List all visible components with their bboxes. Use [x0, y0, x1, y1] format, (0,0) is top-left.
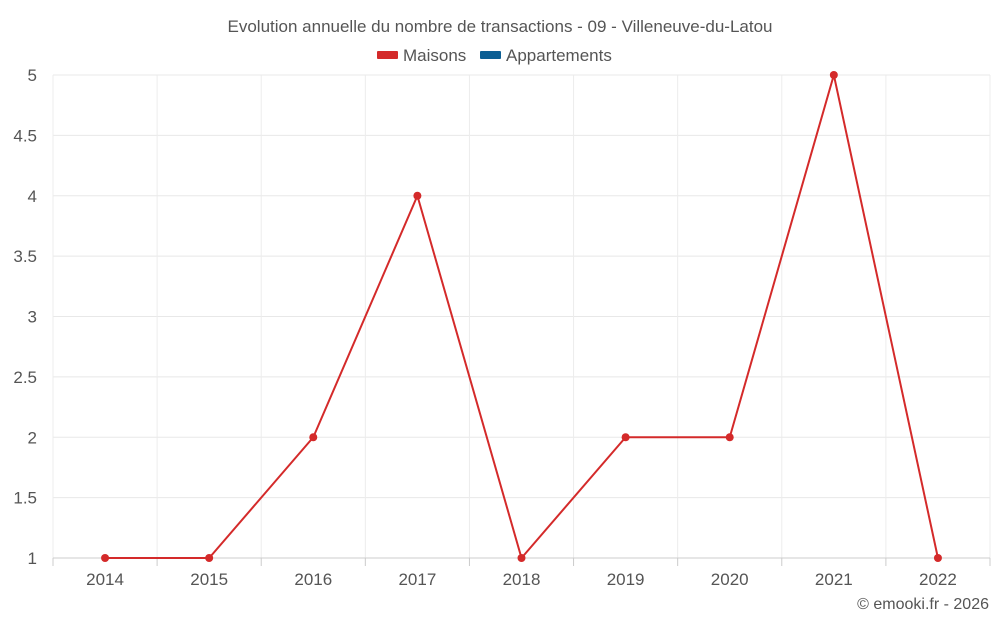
series	[101, 71, 942, 562]
y-tick-label: 3	[28, 308, 37, 327]
legend-label-appartements: Appartements	[506, 46, 612, 65]
legend-item-maisons[interactable]: Maisons	[377, 46, 466, 65]
legend: Maisons Appartements	[377, 46, 612, 65]
y-tick-label: 5	[28, 66, 37, 85]
chart-title: Evolution annuelle du nombre de transact…	[228, 17, 773, 36]
y-tick-label: 1.5	[13, 489, 37, 508]
legend-item-appartements[interactable]: Appartements	[480, 46, 612, 65]
y-tick-label: 3.5	[13, 247, 37, 266]
data-point-maisons[interactable]	[309, 433, 318, 442]
x-tick-label: 2016	[294, 570, 332, 589]
legend-swatch-maisons	[377, 51, 398, 59]
x-tick-label: 2018	[503, 570, 541, 589]
data-point-maisons[interactable]	[621, 433, 630, 442]
x-tick-label: 2022	[919, 570, 957, 589]
legend-swatch-appartements	[480, 51, 501, 59]
data-point-maisons[interactable]	[101, 554, 110, 562]
data-point-maisons[interactable]	[413, 191, 422, 200]
data-point-maisons[interactable]	[205, 554, 214, 562]
data-point-maisons[interactable]	[725, 433, 734, 442]
y-tick-label: 1	[28, 549, 37, 568]
data-point-maisons[interactable]	[829, 71, 838, 79]
x-tick-label: 2017	[398, 570, 436, 589]
y-tick-label: 2	[28, 428, 37, 447]
y-tick-label: 4.5	[13, 126, 37, 145]
credit-text: © emooki.fr - 2026	[857, 596, 989, 613]
data-point-maisons[interactable]	[933, 554, 942, 562]
y-tick-label: 4	[28, 187, 37, 206]
gridlines	[52, 74, 991, 558]
axes: 1 1.5 2 2.5 3 3.5 4 4.5 5 2014 2015 2016 2017 2018 201…	[13, 66, 991, 589]
x-tick-label: 2014	[86, 570, 124, 589]
x-tick-label: 2020	[711, 570, 749, 589]
data-point-maisons[interactable]	[517, 554, 526, 562]
legend-label-maisons: Maisons	[403, 46, 466, 65]
y-tick-label: 2.5	[13, 368, 37, 387]
x-tick-label: 2021	[815, 570, 853, 589]
x-tick-label: 2015	[190, 570, 228, 589]
x-tick-label: 2019	[607, 570, 645, 589]
